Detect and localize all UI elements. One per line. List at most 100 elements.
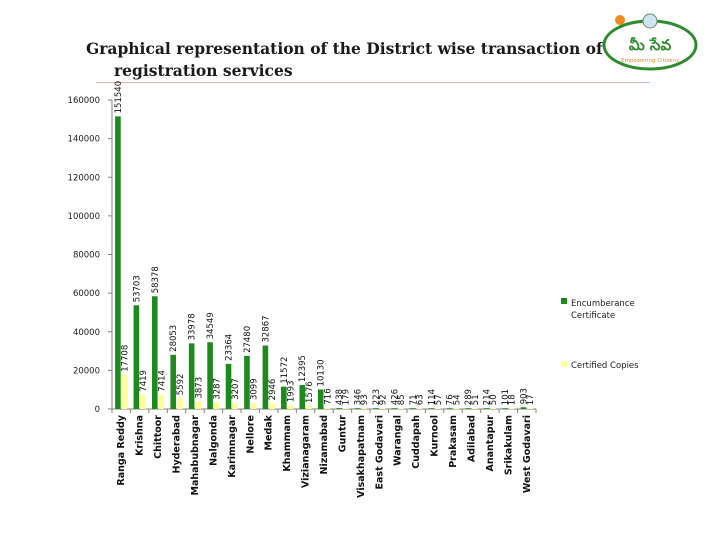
label-encumbrance-16: 71: [409, 394, 419, 405]
bar-certified-15: [398, 408, 404, 409]
label-certified-18: 54: [452, 394, 462, 405]
logo-glyph: మీ సేవ: [629, 36, 672, 54]
category-label-17: Kurnool: [430, 415, 441, 457]
category-label-7: Nellore: [245, 415, 256, 454]
legend-label-encumbrance-line-2: Certificate: [571, 311, 615, 321]
label-certified-16: 63: [415, 394, 425, 405]
bar-certified-1: [140, 394, 146, 409]
bar-certified-5: [213, 402, 220, 409]
category-label-11: Nizamabad: [319, 415, 330, 474]
bar-encumbrance-13: [354, 408, 361, 409]
bar-encumbrance-16: [410, 408, 416, 409]
bar-certified-18: [453, 408, 460, 409]
category-label-12: Guntur: [337, 415, 348, 453]
label-certified-0: 17708: [121, 345, 131, 372]
category-label-20: Anantapur: [485, 415, 496, 472]
y-tick-label: 160000: [68, 96, 100, 106]
label-certified-10: 1576: [305, 381, 315, 403]
label-certified-2: 7414: [157, 370, 167, 392]
label-encumbrance-13: 346: [354, 389, 364, 405]
label-encumbrance-14: 223: [372, 389, 382, 405]
category-label-0: Ranga Reddy: [116, 414, 127, 485]
label-encumbrance-17: 114: [427, 389, 437, 405]
category-label-13: Visakhapatnam: [356, 415, 367, 498]
bar-encumbrance-1: [133, 305, 140, 409]
category-label-2: Chittoor: [153, 415, 164, 459]
bar-certified-6: [232, 402, 238, 409]
logo-emblem: [642, 13, 658, 29]
category-label-18: Prakasam: [448, 415, 459, 468]
bars: [115, 116, 533, 409]
label-encumbrance-7: 27480: [243, 326, 253, 353]
label-encumbrance-22: 903: [519, 388, 529, 404]
y-tick-label: 20000: [73, 366, 100, 376]
bar-certified-4: [195, 401, 202, 409]
category-labels: Ranga Reddy Krishna Chittoor Hyderabad Mahab…: [116, 414, 533, 498]
title-underline: [96, 82, 650, 83]
label-encumbrance-15: 426: [390, 389, 400, 405]
bar-encumbrance-15: [391, 408, 398, 409]
bar-certified-11: [324, 407, 331, 409]
bar-encumbrance-4: [188, 343, 195, 409]
label-encumbrance-0: 151540: [114, 81, 124, 113]
bar-encumbrance-0: [115, 116, 121, 409]
bar-certified-19: [471, 408, 478, 409]
category-label-1: Krishna: [135, 415, 146, 456]
category-label-3: Hyderabad: [172, 415, 183, 474]
y-tick-label: 0: [95, 405, 100, 415]
y-tick-label: 140000: [68, 135, 100, 145]
y-tick-label: 100000: [68, 212, 100, 222]
label-certified-1: 7419: [139, 370, 149, 392]
label-encumbrance-2: 58378: [151, 266, 161, 293]
mee-seva-logo-icon: మీ సేవ Empowering Citizens: [602, 13, 698, 71]
bar-certified-22: [527, 408, 533, 409]
label-certified-11: 716: [323, 388, 333, 404]
legend-label-encumbrance: Encumberance Certificate: [571, 299, 635, 321]
value-labels: 151540 53703 58378 28053 33978 34549 23364 2748…: [114, 81, 536, 405]
label-certified-21: 18: [508, 394, 518, 405]
label-encumbrance-9: 11572: [280, 357, 290, 384]
label-encumbrance-21: 101: [501, 389, 511, 405]
bar-encumbrance-8: [262, 345, 269, 409]
bar-encumbrance-7: [244, 355, 250, 409]
bar-encumbrance-3: [170, 354, 177, 409]
y-tick-label: 120000: [68, 173, 100, 183]
label-encumbrance-3: 28053: [169, 325, 179, 352]
bar-certified-8: [269, 403, 275, 409]
legend-swatch-encumbrance: [561, 298, 567, 304]
logo-subtext: Empowering Citizens: [621, 58, 679, 64]
category-label-9: Khammam: [282, 415, 293, 472]
logo-smiley: [615, 15, 625, 25]
bar-certified-16: [416, 408, 423, 409]
bar-encumbrance-11: [317, 389, 324, 409]
label-certified-9: 1993: [286, 381, 296, 403]
category-label-5: Nalgonda: [208, 415, 219, 466]
label-encumbrance-1: 53703: [132, 275, 142, 302]
category-label-8: Medak: [264, 414, 275, 450]
label-encumbrance-5: 34549: [206, 312, 216, 339]
category-label-16: Cuddapah: [411, 415, 422, 469]
label-encumbrance-20: 214: [483, 389, 493, 405]
label-certified-6: 3207: [231, 378, 241, 400]
bar-encumbrance-20: [483, 408, 490, 409]
chart-title: Graphical representation of the District…: [86, 38, 606, 82]
label-encumbrance-19: 289: [464, 389, 474, 405]
bar-encumbrance-2: [151, 296, 158, 409]
legend-label-certified: Certified Copies: [571, 361, 639, 371]
label-certified-15: 85: [397, 394, 407, 405]
bar-certified-20: [490, 408, 497, 409]
bar-certified-0: [121, 374, 128, 409]
label-certified-7: 3099: [250, 378, 260, 400]
y-tick-label: 60000: [73, 289, 100, 299]
axes: 0 20000 40000 60000 80000 100000 120000 140000 1…: [68, 96, 537, 415]
bar-certified-14: [379, 408, 386, 409]
category-label-10: Vizianagaram: [301, 415, 312, 488]
label-certified-5: 3287: [213, 378, 223, 400]
label-certified-4: 3873: [194, 377, 204, 399]
bar-encumbrance-19: [465, 408, 471, 409]
title-line-2: registration services: [114, 61, 293, 80]
bar-certified-17: [435, 408, 441, 409]
label-certified-14: 92: [379, 394, 389, 405]
bar-encumbrance-21: [502, 408, 508, 409]
category-label-21: Srikakulam: [503, 415, 514, 475]
